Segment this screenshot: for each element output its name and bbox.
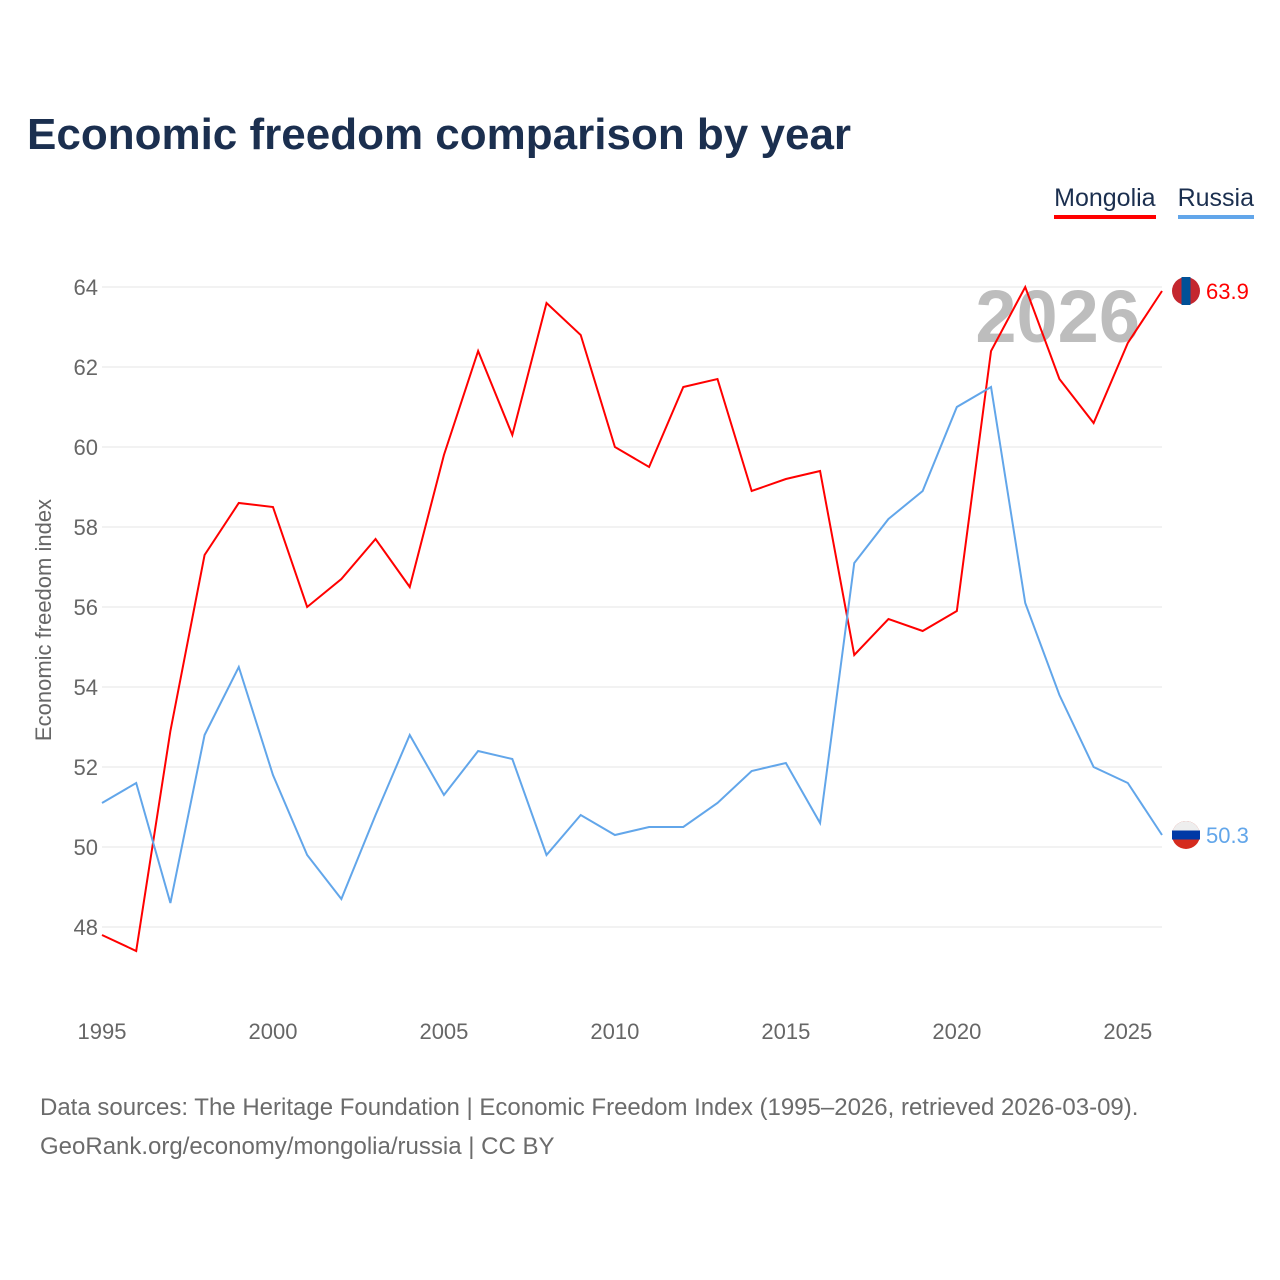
x-tick-label: 2000: [248, 1019, 297, 1044]
legend: Mongolia Russia: [1054, 184, 1254, 219]
y-tick-label: 56: [74, 595, 98, 620]
end-value-label-russia: 50.3: [1206, 823, 1249, 848]
source-line-1: Data sources: The Heritage Foundation | …: [40, 1094, 1139, 1121]
russia-flag-blue: [1172, 830, 1200, 840]
x-tick-label: 2005: [419, 1019, 468, 1044]
y-tick-label: 58: [74, 515, 98, 540]
y-tick-label: 60: [74, 435, 98, 460]
series-line-russia: [101, 385, 1163, 904]
y-tick-label: 50: [74, 835, 98, 860]
mongolia-flag-stripe: [1181, 277, 1191, 305]
year-watermark: 2026: [975, 275, 1140, 358]
x-tick-label: 2010: [590, 1019, 639, 1044]
source-note: Data sources: The Heritage Foundation | …: [40, 1088, 1138, 1166]
source-line-2[interactable]: GeoRank.org/economy/mongolia/russia | CC…: [40, 1133, 555, 1160]
end-value-label-mongolia: 63.9: [1206, 279, 1249, 304]
y-tick-label: 52: [74, 755, 98, 780]
series-line-mongolia: [101, 284, 1163, 953]
y-tick-label: 54: [74, 675, 98, 700]
y-tick-label: 64: [74, 275, 98, 300]
x-tick-label: 1995: [78, 1019, 127, 1044]
legend-russia[interactable]: Russia: [1177, 184, 1254, 219]
y-axis-label: Economic freedom index: [31, 499, 56, 741]
chart-title: Economic freedom comparison by year: [27, 110, 852, 159]
y-tick-label: 48: [74, 915, 98, 940]
x-tick-label: 2020: [932, 1019, 981, 1044]
y-tick-label: 62: [74, 355, 98, 380]
x-tick-label: 2025: [1103, 1019, 1152, 1044]
legend-mongolia[interactable]: Mongolia: [1054, 184, 1156, 219]
x-tick-label: 2015: [761, 1019, 810, 1044]
